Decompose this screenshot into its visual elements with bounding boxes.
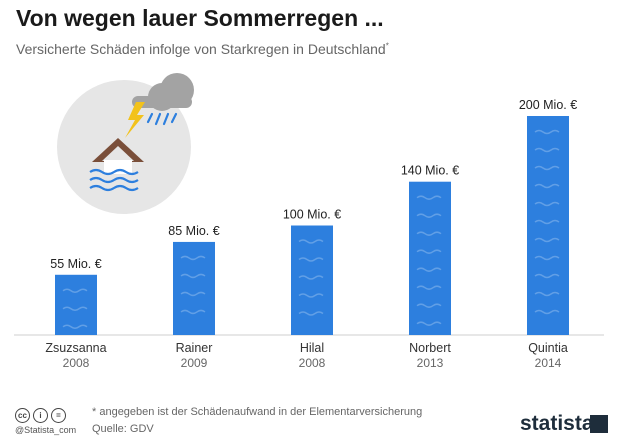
bar-value-label: 85 Mio. € bbox=[168, 224, 219, 238]
bar-wave-pattern bbox=[416, 267, 442, 272]
bar-wave-pattern bbox=[416, 303, 442, 308]
license-icons: cc i = bbox=[15, 405, 69, 423]
bar-quintia bbox=[527, 116, 569, 335]
bar-wave-pattern bbox=[534, 309, 560, 315]
bar-wave-pattern bbox=[62, 306, 88, 312]
bar-wave-pattern bbox=[534, 219, 560, 225]
bar-wave-pattern bbox=[534, 165, 560, 171]
statista-logo: statista bbox=[520, 412, 594, 435]
bar-wave-pattern bbox=[534, 273, 560, 279]
bar-wave-pattern bbox=[62, 288, 88, 294]
bar-wave-pattern bbox=[298, 257, 324, 262]
bar-wave-pattern bbox=[416, 249, 442, 254]
flood-waves-icon bbox=[89, 168, 139, 192]
bar-wave-pattern bbox=[534, 291, 560, 297]
chart-subtitle: Versicherte Schäden infolge von Starkreg… bbox=[16, 41, 389, 57]
source-label: Quelle: GDV bbox=[92, 423, 154, 435]
bar-rainer bbox=[173, 241, 215, 335]
category-label: Rainer bbox=[176, 341, 213, 355]
bar-wave-pattern bbox=[180, 273, 206, 279]
footnote: * angegeben ist der Schädenaufwand in de… bbox=[92, 404, 422, 438]
cloud-icon bbox=[132, 73, 194, 111]
bar-wave-pattern bbox=[416, 195, 442, 200]
bar-zsuzsanna bbox=[55, 274, 97, 335]
bar-norbert bbox=[409, 181, 451, 335]
statista-logo-mark bbox=[590, 415, 608, 433]
category-label: Norbert bbox=[409, 341, 451, 355]
bar-wave-pattern bbox=[180, 255, 206, 261]
lightning-icon bbox=[125, 102, 145, 138]
bar-wave-pattern bbox=[416, 213, 442, 218]
bar-wave-pattern bbox=[534, 147, 560, 153]
bar-value-label: 55 Mio. € bbox=[50, 257, 101, 271]
bar-wave-pattern bbox=[298, 311, 324, 316]
cc-icon: cc bbox=[15, 408, 30, 423]
bar-wave-pattern bbox=[416, 285, 442, 290]
year-label: 2008 bbox=[63, 356, 90, 370]
bar-value-label: 100 Mio. € bbox=[283, 208, 341, 222]
storm-illustration bbox=[57, 73, 194, 214]
statista-handle: @Statista_com bbox=[15, 425, 77, 435]
chart-title: Von wegen lauer Sommerregen ... bbox=[16, 5, 384, 31]
bar-value-label: 200 Mio. € bbox=[519, 98, 577, 112]
bar-wave-pattern bbox=[180, 291, 206, 297]
bar-wave-pattern bbox=[62, 324, 88, 330]
bar-wave-pattern bbox=[298, 239, 324, 244]
year-label: 2008 bbox=[299, 356, 326, 370]
bar-wave-pattern bbox=[416, 231, 442, 236]
category-label: Quintia bbox=[528, 341, 568, 355]
bar-wave-pattern bbox=[534, 237, 560, 243]
year-label: 2014 bbox=[535, 356, 562, 370]
bar-value-label: 140 Mio. € bbox=[401, 164, 459, 178]
bar-wave-pattern bbox=[534, 201, 560, 207]
bar-hilal bbox=[291, 225, 333, 335]
year-label: 2013 bbox=[417, 356, 444, 370]
by-icon: i bbox=[33, 408, 48, 423]
bar-wave-pattern bbox=[534, 255, 560, 261]
nd-icon: = bbox=[51, 408, 66, 423]
bar-wave-pattern bbox=[534, 129, 560, 135]
bar-wave-pattern bbox=[534, 183, 560, 189]
bar-wave-pattern bbox=[416, 321, 442, 326]
bar-wave-pattern bbox=[298, 275, 324, 280]
year-label: 2009 bbox=[181, 356, 208, 370]
category-label: Zsuzsanna bbox=[45, 341, 106, 355]
rain-icon bbox=[146, 112, 178, 126]
category-label: Hilal bbox=[300, 341, 324, 355]
bar-wave-pattern bbox=[180, 309, 206, 315]
bar-wave-pattern bbox=[298, 293, 324, 298]
